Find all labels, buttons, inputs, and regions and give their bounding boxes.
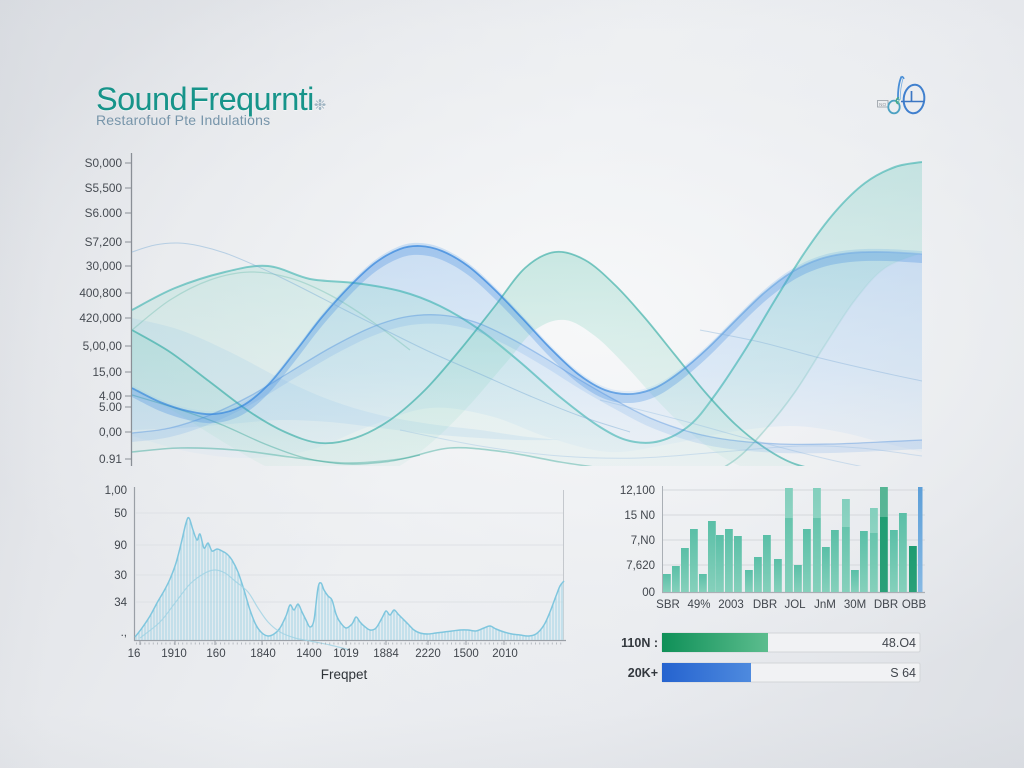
svg-text:50: 50 [114,508,127,520]
svg-text:49%: 49% [687,599,710,611]
svg-text:S 64: S 64 [890,666,916,680]
svg-text:1840: 1840 [250,648,276,660]
svg-text:DBR: DBR [753,599,777,611]
svg-text:5,00,00: 5,00,00 [83,339,123,353]
svg-text:0,00: 0,00 [99,425,122,439]
svg-text:30M: 30M [844,599,866,611]
svg-text:S7,200: S7,200 [85,235,123,249]
svg-text:110N :: 110N : [621,636,658,650]
svg-text:1910: 1910 [161,648,187,660]
svg-text:1500: 1500 [453,648,479,660]
svg-text:S0,000: S0,000 [85,156,123,170]
svg-text:16: 16 [128,648,141,660]
svg-text:7,620: 7,620 [626,560,655,572]
svg-text:12,100: 12,100 [620,485,655,497]
svg-text:7,N0: 7,N0 [631,535,655,547]
svg-text:S6.000: S6.000 [85,206,123,220]
svg-text:5.00: 5.00 [99,400,122,414]
svg-text:30: 30 [114,570,127,582]
svg-text:1019: 1019 [333,648,359,660]
svg-text:S5,500: S5,500 [85,181,123,195]
svg-text:.,: ., [121,627,127,639]
svg-text:4.00: 4.00 [99,389,122,403]
svg-text:Freqpet: Freqpet [321,667,368,682]
svg-text:OBB: OBB [902,599,927,611]
svg-text:0.91: 0.91 [99,452,122,466]
svg-text:420,000: 420,000 [79,311,122,325]
svg-text:1400: 1400 [296,648,322,660]
svg-text:34: 34 [114,597,127,609]
svg-text:JOL: JOL [784,599,806,611]
svg-text:30,000: 30,000 [86,259,123,273]
svg-text:NO: NO [879,102,886,108]
svg-text:SBR: SBR [656,599,680,611]
svg-text:15 N0: 15 N0 [624,510,655,522]
svg-text:00: 00 [642,587,655,599]
svg-text:20K+: 20K+ [628,666,658,680]
svg-text:1,00: 1,00 [105,485,127,497]
svg-text:400,800: 400,800 [79,286,122,300]
svg-text:JnM: JnM [814,599,836,611]
svg-text:15,00: 15,00 [92,365,122,379]
svg-text:160: 160 [206,648,225,660]
svg-text:48.O4: 48.O4 [882,636,916,650]
svg-text:90: 90 [114,540,127,552]
svg-text:2220: 2220 [415,648,441,660]
svg-text:DBR: DBR [874,599,898,611]
svg-text:2003: 2003 [718,599,744,611]
svg-text:2010: 2010 [492,648,518,660]
svg-text:1884: 1884 [373,648,399,660]
